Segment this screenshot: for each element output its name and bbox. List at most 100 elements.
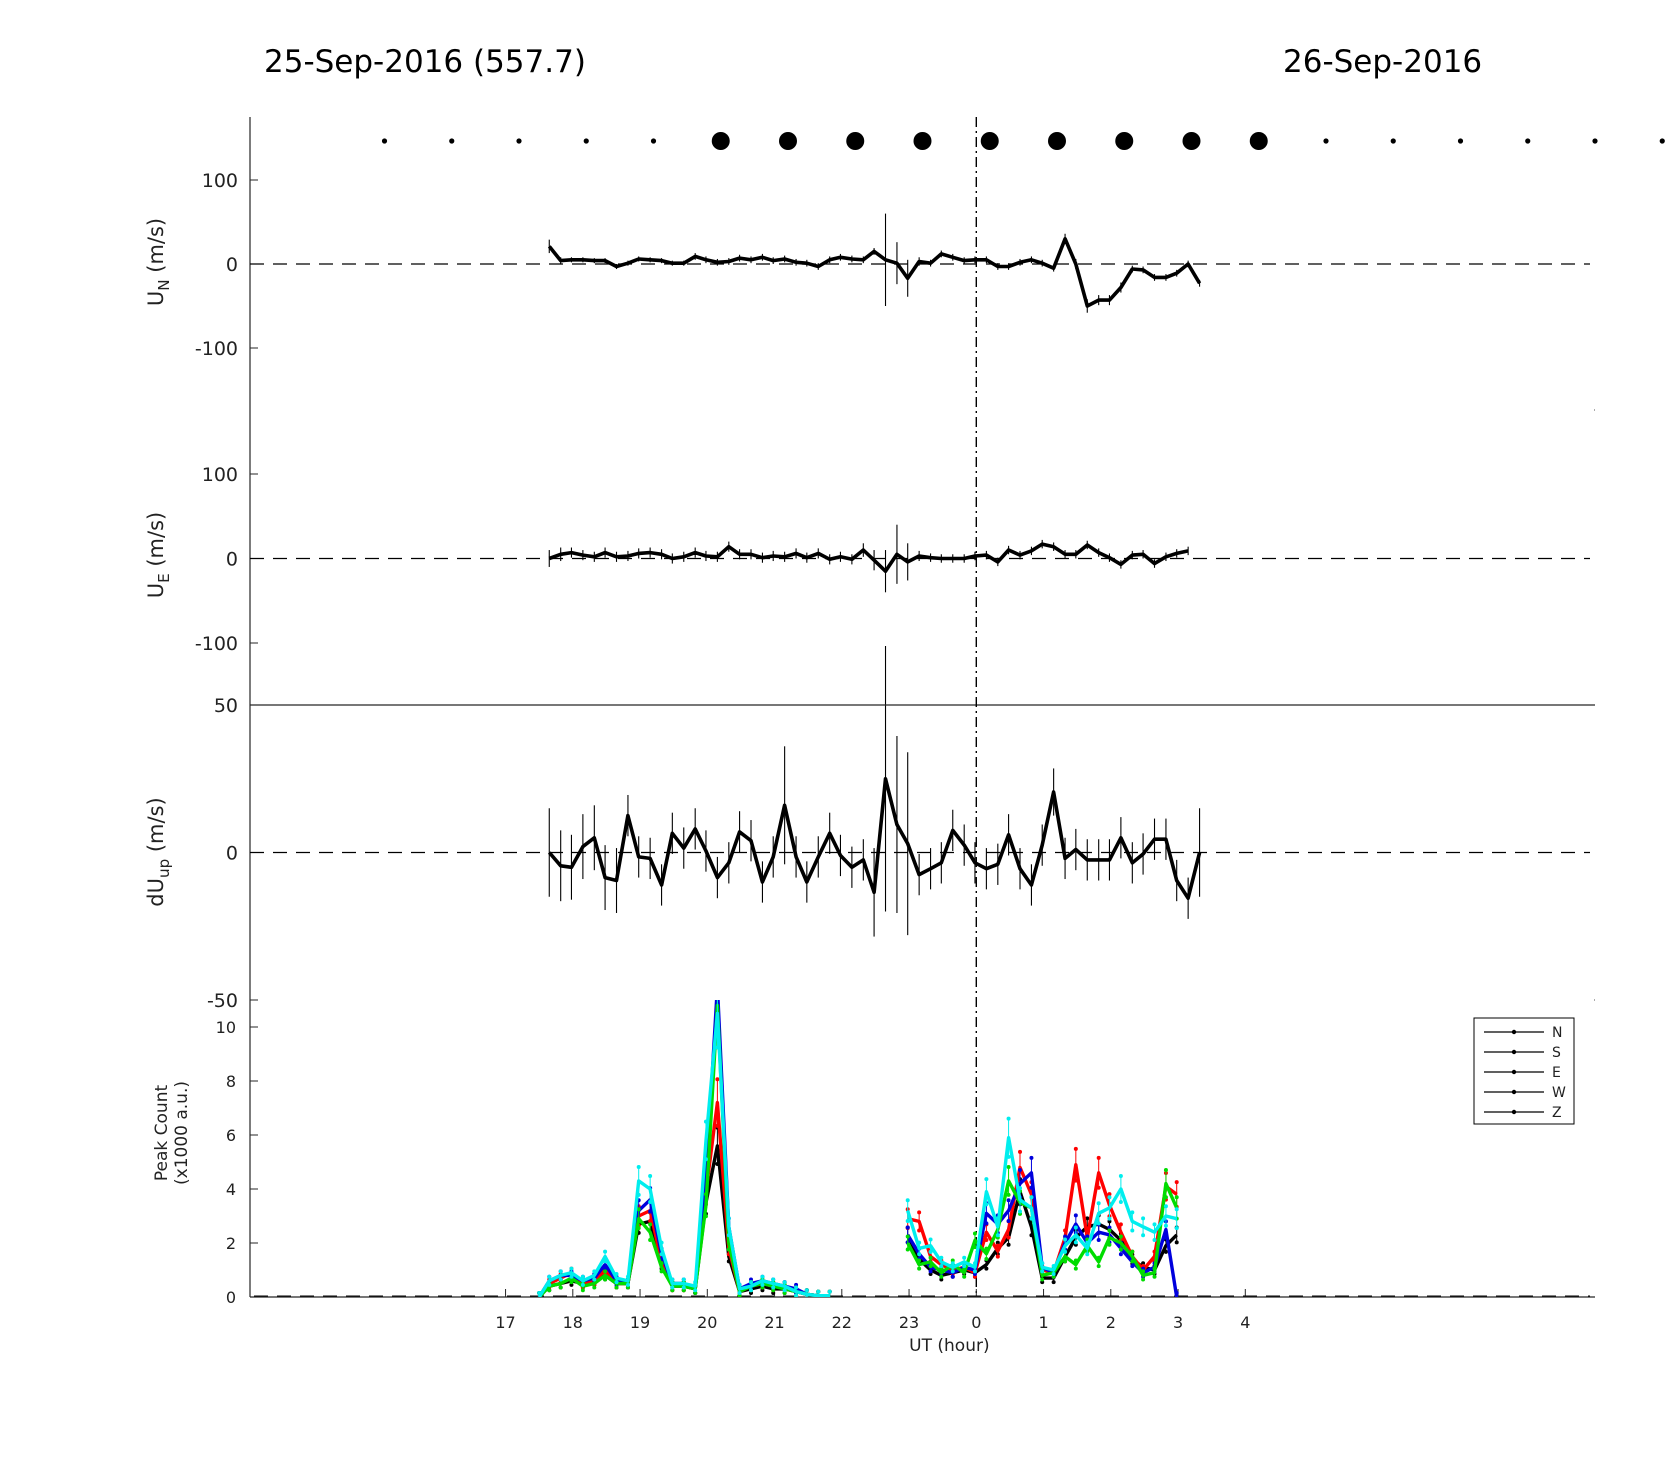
error-cap-dot	[715, 947, 719, 951]
x-tick-label: 19	[630, 1313, 650, 1332]
y-tick-label: 0	[226, 843, 238, 865]
error-cap-dot	[1118, 1234, 1123, 1239]
error-cap-dot	[1118, 1252, 1123, 1257]
legend-box	[1473, 1017, 1575, 1125]
moon-dot	[1592, 138, 1598, 144]
y-tick-label: 100	[202, 170, 238, 192]
x-axis-label: UT (hour)	[909, 1336, 989, 1356]
error-cap-dot	[917, 1252, 922, 1257]
error-cap-dot	[1118, 1247, 1123, 1252]
y-tick-label: 0	[226, 254, 238, 276]
error-cap-dot	[1073, 1213, 1078, 1218]
legend-marker	[1511, 1029, 1517, 1035]
error-cap-dot	[1006, 1164, 1011, 1169]
error-cap-dot	[905, 1218, 910, 1223]
series-line-Z	[537, 1011, 830, 1297]
error-cap-dot	[939, 1274, 944, 1279]
error-cap-dot	[537, 1299, 541, 1303]
series-line-UE	[548, 542, 1189, 574]
moon-dot	[913, 132, 932, 150]
svg-text:UN (m/s): UN (m/s)	[144, 218, 173, 306]
error-cap-dot	[1174, 1195, 1179, 1200]
error-cap-dot	[1107, 1219, 1112, 1224]
error-cap-dot	[1018, 1149, 1023, 1154]
x-tick-label: 4	[1240, 1313, 1250, 1332]
series-line-UN	[547, 237, 1202, 308]
legend-label: W	[1552, 1085, 1566, 1101]
error-cap-dot	[972, 1231, 977, 1236]
error-cap-dot	[715, 1077, 720, 1082]
x-tick-label: 1	[1038, 1313, 1048, 1332]
svg-text:dUup (m/s): dUup (m/s)	[144, 797, 173, 906]
error-cap-dot	[984, 1266, 989, 1271]
error-cap-dot	[962, 1274, 967, 1279]
error-cap-dot	[636, 1164, 641, 1169]
error-cap-dot	[614, 1280, 619, 1285]
error-cap-dot	[1152, 1222, 1157, 1227]
y-tick-label: -100	[195, 338, 238, 360]
error-cap-dot	[782, 1288, 787, 1293]
error-cap-dot	[1085, 1252, 1090, 1257]
error-cap-dot	[681, 1277, 686, 1282]
error-cap-dot	[1174, 1226, 1179, 1231]
moon-dot	[449, 138, 455, 144]
x-tick-label: 20	[697, 1313, 717, 1332]
error-cap-dot	[1141, 1233, 1146, 1238]
error-cap-dot	[828, 1298, 832, 1302]
error-cap-dot	[917, 1266, 922, 1271]
error-cap-dot	[1063, 1234, 1068, 1239]
y-tick-label: 0	[226, 549, 238, 571]
x-tick-label: 0	[971, 1313, 981, 1332]
error-cap-dot	[917, 1210, 922, 1215]
error-cap-dot	[1029, 1155, 1034, 1160]
moon-dot	[516, 138, 522, 144]
y-axis-label-peak-count: Peak Count (x1000 a.u.)	[152, 1081, 192, 1185]
error-cap-dot	[1006, 1242, 1011, 1247]
error-cap-dot	[1141, 1216, 1146, 1221]
error-cap-dot	[537, 1299, 541, 1303]
error-cap-dot	[1118, 1199, 1123, 1204]
error-cap-dot	[905, 1198, 910, 1203]
error-cap-dot	[537, 1299, 541, 1303]
error-cap-dot	[805, 1296, 809, 1297]
error-cap-dot	[603, 1277, 608, 1282]
error-cap-dot	[962, 1264, 967, 1269]
error-cap-dot	[984, 1177, 989, 1182]
error-cap-dot	[592, 1277, 597, 1282]
error-cap-dot	[828, 1298, 832, 1302]
error-cap-dot	[569, 1280, 574, 1285]
error-cap-dot	[1063, 1237, 1068, 1242]
moon-dot	[1182, 132, 1201, 150]
error-cap-dot	[547, 1274, 552, 1279]
moon-dot	[650, 138, 657, 144]
error-cap-dot	[1152, 1274, 1157, 1279]
error-cap-dot	[1029, 1195, 1034, 1200]
error-cap-dot	[1006, 1218, 1011, 1223]
error-cap-dot	[558, 1269, 563, 1274]
error-cap-dot	[1118, 1174, 1123, 1179]
error-cap-dot	[670, 1285, 675, 1290]
error-cap-dot	[1006, 1192, 1011, 1197]
error-cap-dot	[1107, 1228, 1112, 1233]
error-cap-dot	[592, 1285, 597, 1290]
error-cap-dot	[1040, 1277, 1045, 1282]
error-cap-dot	[580, 1288, 585, 1293]
y-axis-label-UE: UE (m/s)	[144, 512, 173, 598]
legend-marker	[1511, 1049, 1517, 1055]
error-cap-dot	[569, 1274, 574, 1279]
error-cap-dot	[804, 1288, 809, 1293]
error-cap-dot	[816, 1298, 820, 1302]
error-cap-dot	[1174, 1240, 1179, 1245]
error-cap-dot	[1073, 1240, 1078, 1245]
series-line-dUup	[547, 776, 1202, 901]
svg-text:UE (m/s): UE (m/s)	[144, 512, 173, 598]
error-cap-dot	[928, 1249, 933, 1254]
moon-dot	[1390, 138, 1396, 144]
y-tick-label: 4	[226, 1180, 236, 1199]
moon-dot	[1659, 138, 1665, 144]
error-cap-dot	[1130, 1249, 1135, 1254]
error-cap-dot	[1051, 1272, 1056, 1277]
error-cap-dot	[569, 1266, 574, 1271]
series-line-N	[537, 1144, 830, 1297]
error-cap-dot	[1107, 1195, 1112, 1200]
